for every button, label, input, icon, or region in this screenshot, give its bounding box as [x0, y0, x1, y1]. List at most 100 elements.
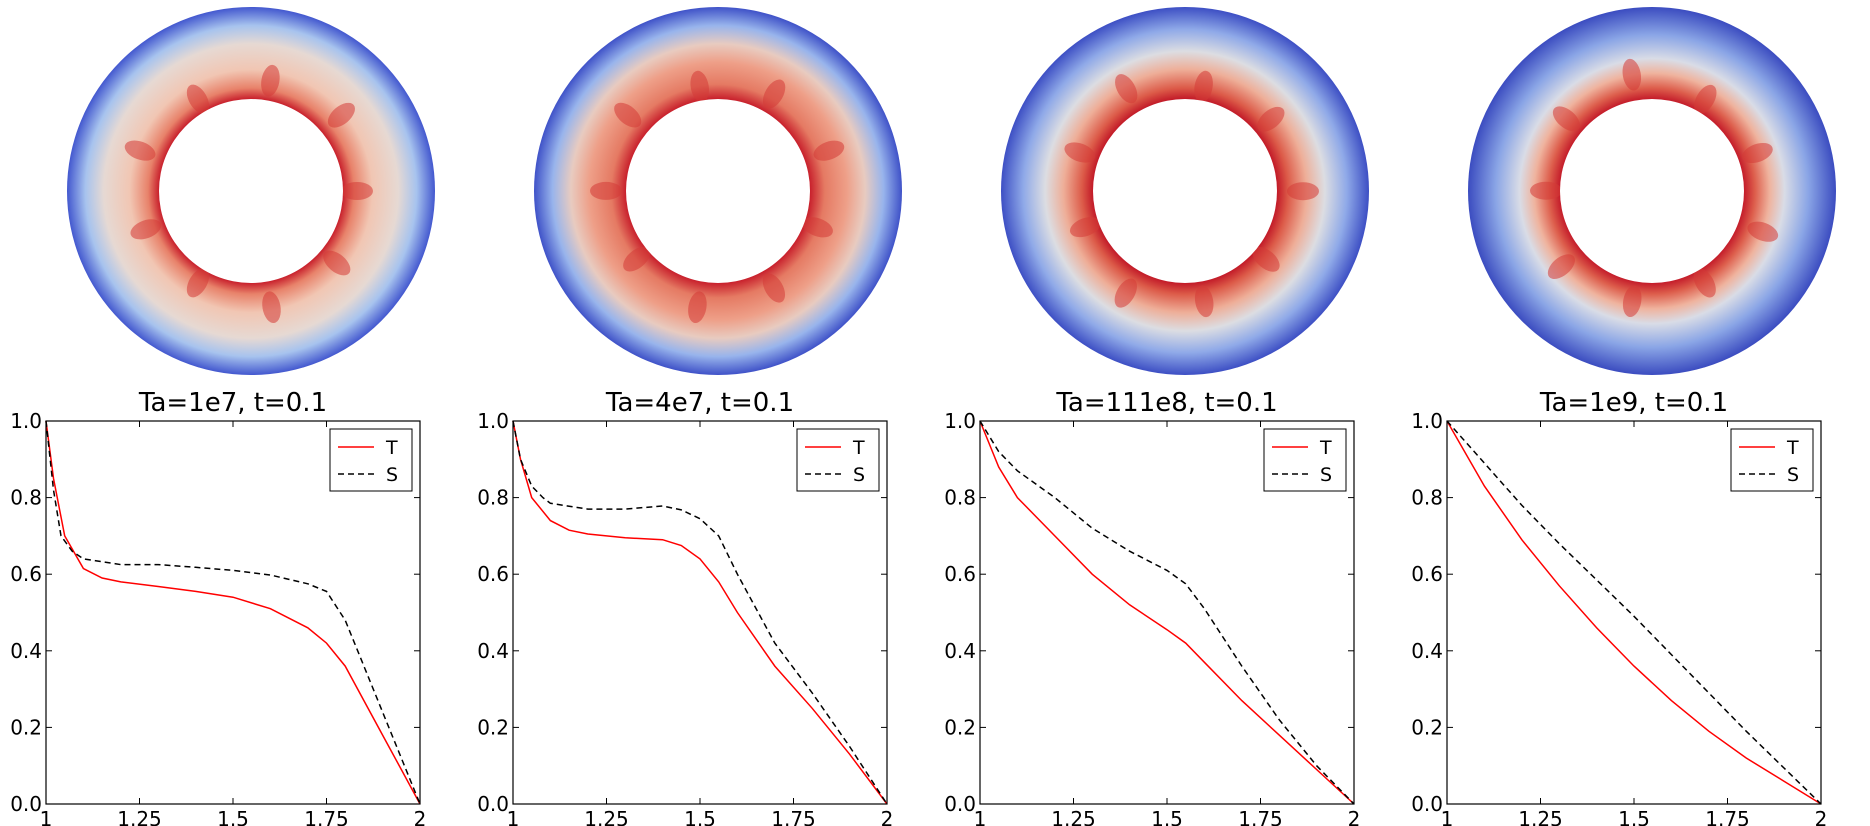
chart-title: Ta=4e7, t=0.1	[605, 388, 794, 418]
plume	[262, 291, 281, 324]
y-tick-label: 0.8	[944, 486, 976, 510]
plume	[1552, 106, 1580, 132]
plume	[186, 84, 210, 114]
chart-title: Ta=1e9, t=0.1	[1539, 388, 1728, 418]
plume	[1694, 84, 1717, 114]
y-tick-label: 0.8	[1411, 486, 1443, 510]
plume	[813, 140, 845, 161]
annulus-hole	[159, 99, 343, 283]
plume	[1257, 106, 1285, 132]
plume	[1114, 278, 1137, 308]
annulus-snapshot	[1001, 7, 1369, 375]
y-tick-label: 0.6	[10, 562, 42, 586]
legend-label: S	[1320, 464, 1332, 486]
series-line-T	[1446, 420, 1822, 805]
plume	[341, 182, 373, 200]
annulus-snapshot	[1468, 7, 1836, 375]
series-line-S	[1446, 420, 1822, 805]
annulus-hole	[1093, 99, 1277, 283]
profile-chart: Ta=1e7, t=0.1 1 1.25 1.5 1.75 2 0.0 0.2 0.4 0.6 0.…	[10, 388, 426, 826]
x-tick-label: 2	[1348, 807, 1361, 826]
y-tick-label: 0.4	[10, 639, 42, 663]
x-tick-label: 1	[40, 807, 53, 826]
series-line-T	[45, 420, 421, 805]
x-tick-label: 2	[881, 807, 894, 826]
legend-label: S	[386, 464, 398, 486]
series-line-S	[45, 420, 421, 805]
plume	[762, 273, 786, 303]
plume	[1747, 221, 1779, 242]
series-line-T	[979, 420, 1355, 805]
y-tick-label: 1.0	[944, 409, 976, 433]
legend-label: S	[1787, 464, 1799, 486]
y-tick-label: 0.6	[477, 562, 509, 586]
x-tick-label: 2	[414, 807, 427, 826]
x-tick-label: 1.5	[1618, 807, 1650, 826]
plume	[1069, 217, 1101, 238]
x-tick-label: 1.25	[584, 807, 629, 826]
plume	[1742, 142, 1773, 164]
plume	[1064, 142, 1096, 163]
legend-label: S	[853, 464, 865, 486]
profile-chart: Ta=4e7, t=0.1 1 1.25 1.5 1.75 2 0.0 0.2 0.4 0.6 0.…	[477, 388, 893, 826]
series-line-S	[512, 420, 888, 805]
y-tick-label: 0.8	[477, 486, 509, 510]
chart-title: Ta=111e8, t=0.1	[1055, 388, 1277, 418]
y-tick-label: 0.0	[944, 792, 976, 816]
chart-title: Ta=1e7, t=0.1	[138, 388, 327, 418]
profile-plots: Ta=1e7, t=0.1 1 1.25 1.5 1.75 2 0.0 0.2 0.4 0.6 0.…	[10, 388, 1827, 826]
y-tick-label: 0.6	[1411, 562, 1443, 586]
y-tick-label: 0.4	[944, 639, 976, 663]
y-tick-label: 0.0	[477, 792, 509, 816]
profile-chart: Ta=111e8, t=0.1 1 1.25 1.5 1.75 2 0.0 0.2 0.4 0.6…	[944, 388, 1360, 826]
plume	[623, 246, 651, 272]
plume	[1194, 70, 1213, 103]
legend: TS	[1263, 428, 1347, 492]
x-tick-label: 1.25	[1051, 807, 1096, 826]
annulus-hole	[626, 99, 810, 283]
plume	[186, 268, 210, 298]
x-tick-label: 1.25	[117, 807, 162, 826]
y-tick-label: 0.4	[477, 639, 509, 663]
plume	[802, 217, 833, 238]
y-tick-label: 0.4	[1411, 639, 1443, 663]
plume	[323, 250, 351, 276]
plume	[327, 102, 355, 128]
x-tick-label: 1.75	[304, 807, 349, 826]
legend-box	[1730, 428, 1814, 492]
legend-label: T	[852, 437, 865, 459]
plume	[1547, 254, 1575, 279]
legend: TS	[329, 428, 413, 492]
plume	[1622, 58, 1642, 91]
annulus-hole	[1560, 99, 1744, 283]
legend: TS	[796, 428, 880, 492]
y-tick-label: 0.2	[477, 715, 509, 739]
legend-box	[796, 428, 880, 492]
plume	[1115, 74, 1138, 104]
y-tick-label: 0.2	[1411, 715, 1443, 739]
series-line-T	[512, 420, 888, 805]
x-tick-label: 1.5	[684, 807, 716, 826]
plume	[1287, 182, 1319, 201]
x-tick-label: 1	[1441, 807, 1454, 826]
legend-label: T	[1786, 437, 1799, 459]
x-tick-label: 1.75	[1238, 807, 1283, 826]
annulus-snapshot	[534, 7, 902, 375]
plume	[1194, 285, 1214, 318]
plume	[614, 102, 642, 128]
x-tick-label: 1.75	[771, 807, 816, 826]
legend-label: T	[385, 437, 398, 459]
x-tick-label: 1	[974, 807, 987, 826]
x-tick-label: 1.75	[1705, 807, 1750, 826]
plume	[130, 219, 162, 240]
legend-box	[329, 428, 413, 492]
plume	[690, 70, 709, 103]
annulus-snapshots	[67, 7, 1836, 375]
y-tick-label: 0.2	[10, 715, 42, 739]
legend-box	[1263, 428, 1347, 492]
y-tick-label: 0.0	[1411, 792, 1443, 816]
plume	[762, 79, 786, 109]
x-tick-label: 1.25	[1518, 807, 1563, 826]
y-tick-label: 0.2	[944, 715, 976, 739]
